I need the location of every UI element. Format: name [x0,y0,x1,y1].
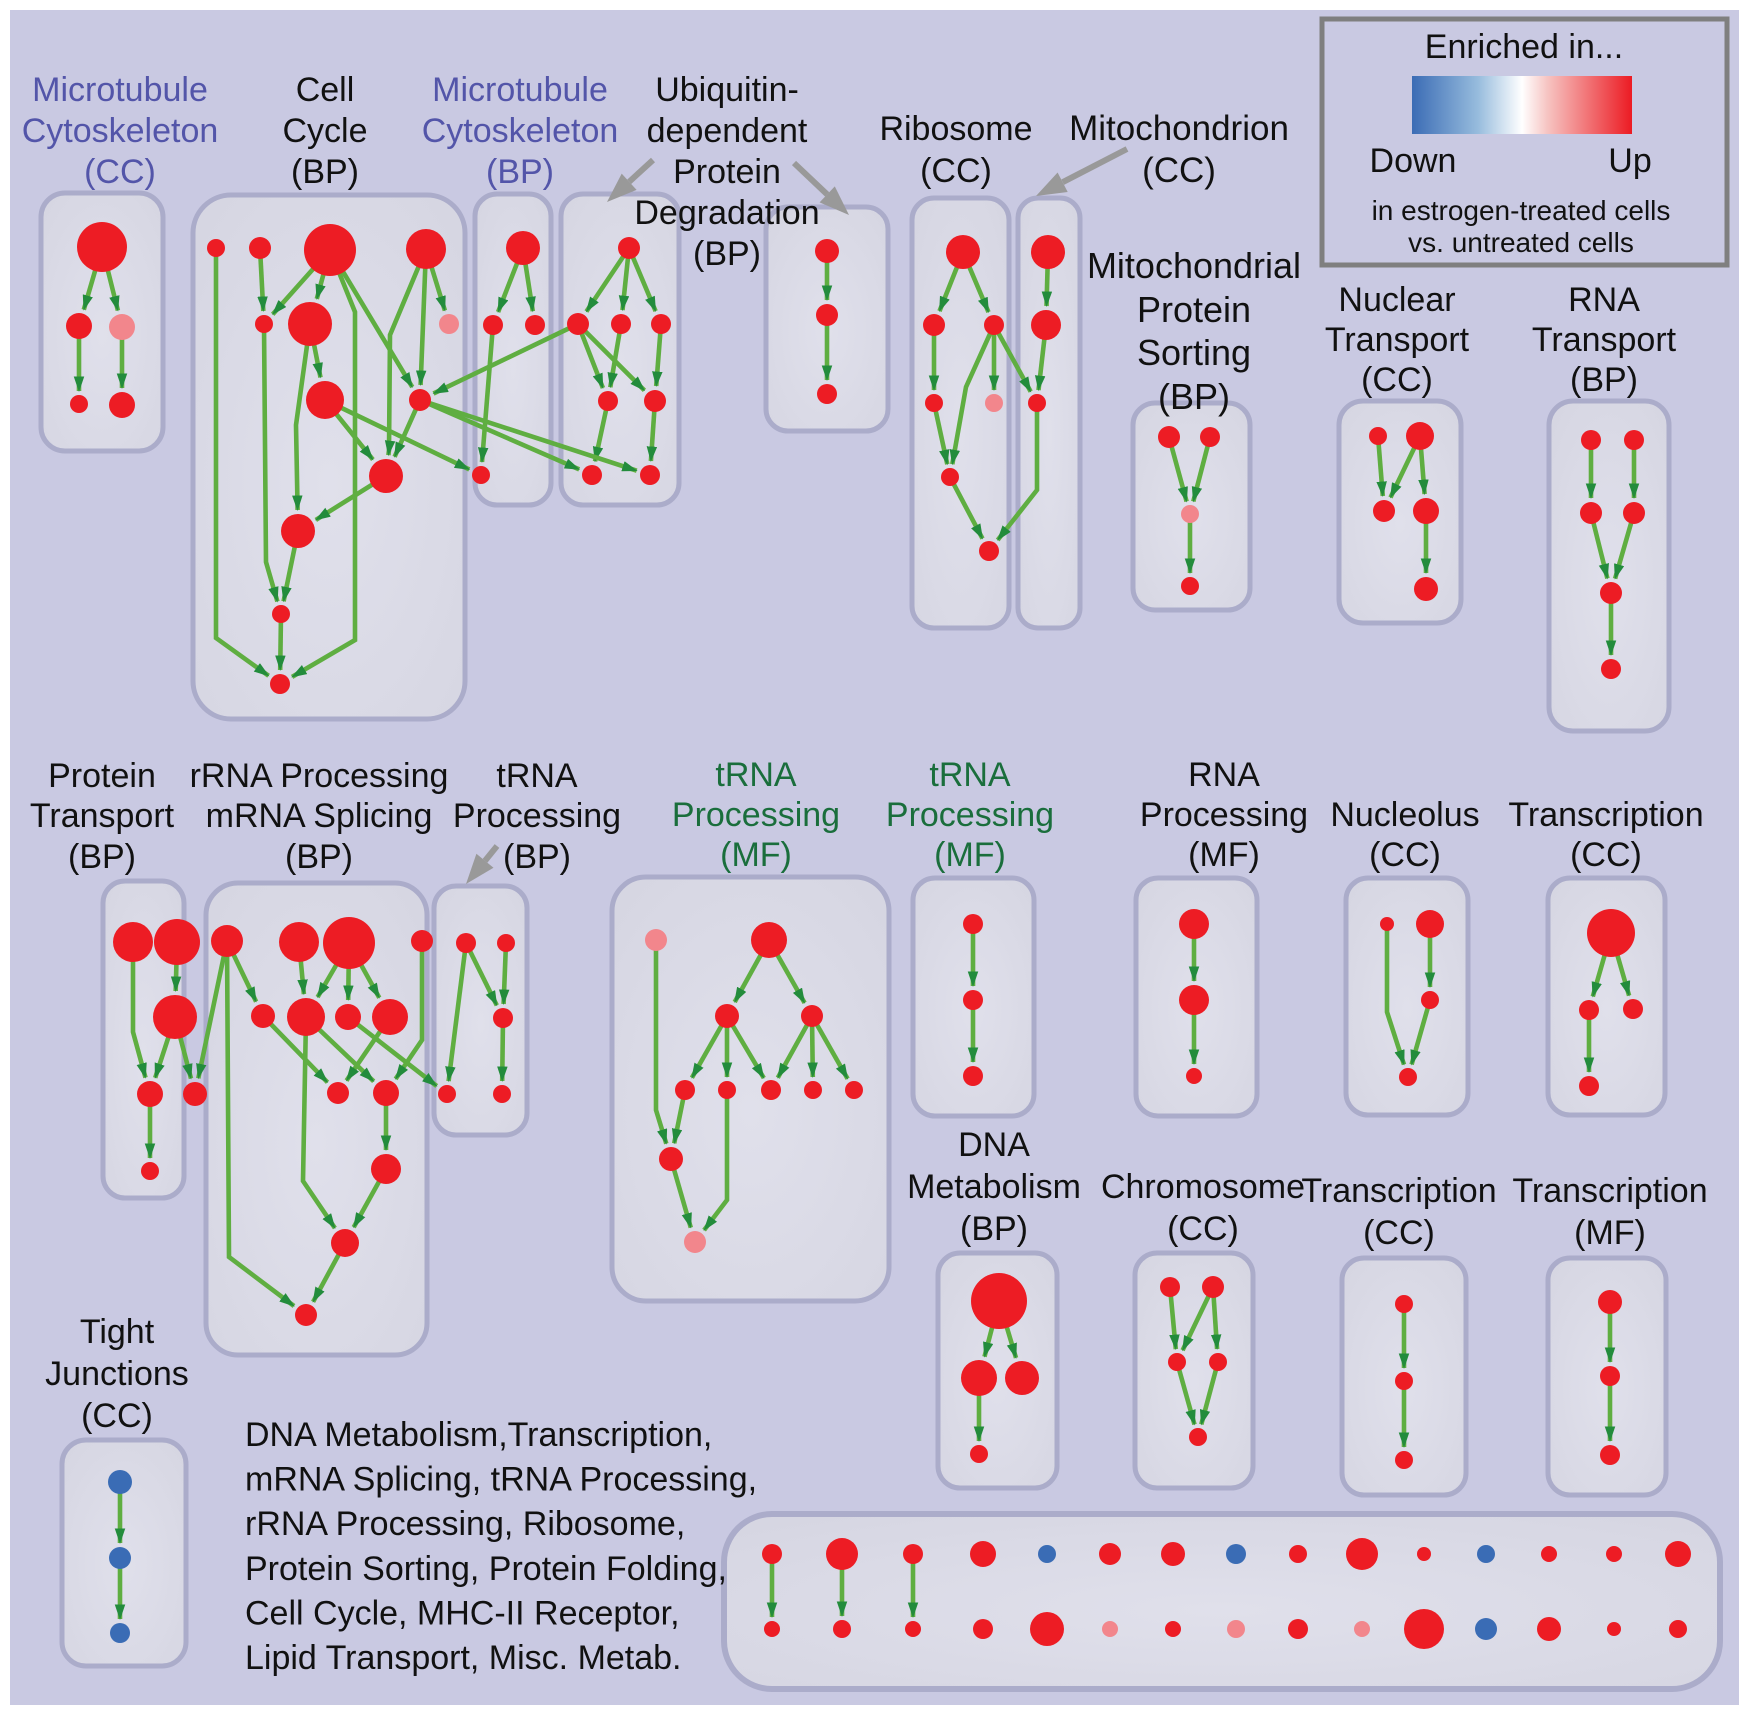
svg-text:Cytoskeleton: Cytoskeleton [422,112,619,150]
svg-text:tRNA: tRNA [715,756,797,794]
svg-text:Transcription: Transcription [1301,1172,1496,1210]
svg-text:Transport: Transport [30,797,175,835]
svg-text:Microtubule: Microtubule [32,71,208,109]
svg-text:Protein Sorting, Protein Foldi: Protein Sorting, Protein Folding, [245,1550,727,1588]
svg-text:Ribosome: Ribosome [879,110,1032,148]
svg-text:(CC): (CC) [1167,1210,1239,1248]
svg-text:Processing: Processing [672,796,840,834]
svg-text:Protein: Protein [48,757,156,795]
svg-text:(MF): (MF) [720,836,792,874]
svg-text:DNA: DNA [958,1126,1030,1164]
svg-text:(MF): (MF) [1574,1214,1646,1252]
svg-text:Transcription: Transcription [1508,796,1703,834]
svg-text:Tight: Tight [80,1313,155,1351]
svg-text:Chromosome: Chromosome [1101,1168,1305,1206]
svg-text:Nucleolus: Nucleolus [1330,796,1479,834]
svg-text:in estrogen-treated cells: in estrogen-treated cells [1372,195,1671,226]
svg-text:Lipid Transport, Misc. Metab.: Lipid Transport, Misc. Metab. [245,1639,682,1677]
svg-text:Transport: Transport [1325,321,1470,359]
svg-text:tRNA: tRNA [929,756,1011,794]
svg-text:rRNA Processing, Ribosome,: rRNA Processing, Ribosome, [245,1505,685,1543]
svg-text:Metabolism: Metabolism [907,1168,1081,1206]
svg-text:(CC): (CC) [920,152,992,190]
svg-text:Mitochondrion: Mitochondrion [1069,109,1289,148]
svg-text:Sorting: Sorting [1137,332,1251,373]
svg-text:Down: Down [1370,142,1457,180]
svg-text:Microtubule: Microtubule [432,71,608,109]
svg-text:Transcription: Transcription [1512,1172,1707,1210]
svg-text:mRNA Splicing, tRNA Processing: mRNA Splicing, tRNA Processing, [245,1461,757,1499]
svg-text:dependent: dependent [647,112,808,150]
svg-text:DNA Metabolism,Transcription,: DNA Metabolism,Transcription, [245,1416,712,1454]
svg-text:(CC): (CC) [1361,361,1433,399]
svg-text:(BP): (BP) [693,235,761,273]
svg-text:(BP): (BP) [1158,376,1230,417]
svg-text:Processing: Processing [886,796,1054,834]
svg-text:(MF): (MF) [934,836,1006,874]
svg-text:(CC): (CC) [1363,1214,1435,1252]
svg-text:vs. untreated cells: vs. untreated cells [1408,227,1634,258]
svg-text:(BP): (BP) [285,838,353,876]
svg-text:Processing: Processing [1140,796,1308,834]
svg-text:(CC): (CC) [1570,836,1642,874]
svg-text:Up: Up [1608,142,1651,180]
svg-text:Degradation: Degradation [634,194,819,232]
svg-text:(MF): (MF) [1188,836,1260,874]
svg-text:(CC): (CC) [81,1397,153,1435]
svg-text:Cell: Cell [296,71,355,109]
svg-text:Processing: Processing [453,797,621,835]
svg-text:Cell Cycle, MHC-II Receptor,: Cell Cycle, MHC-II Receptor, [245,1594,680,1632]
svg-text:Protein: Protein [673,153,781,191]
svg-text:(BP): (BP) [486,153,554,191]
svg-text:mRNA Splicing: mRNA Splicing [206,797,433,835]
svg-text:(CC): (CC) [1369,836,1441,874]
svg-text:(CC): (CC) [84,153,156,191]
svg-text:RNA: RNA [1568,281,1640,319]
svg-text:Transport: Transport [1532,321,1677,359]
svg-text:Junctions: Junctions [45,1355,189,1393]
svg-text:Protein: Protein [1137,289,1251,330]
svg-text:(CC): (CC) [1142,151,1216,190]
svg-text:(BP): (BP) [291,153,359,191]
svg-text:Cytoskeleton: Cytoskeleton [22,112,219,150]
svg-text:(BP): (BP) [1570,361,1638,399]
svg-text:(BP): (BP) [960,1210,1028,1248]
svg-text:RNA: RNA [1188,756,1260,794]
svg-text:Cycle: Cycle [282,112,367,150]
svg-text:Mitochondrial: Mitochondrial [1087,245,1301,286]
svg-text:(BP): (BP) [503,838,571,876]
svg-text:Ubiquitin-: Ubiquitin- [655,71,799,109]
svg-text:Enriched in...: Enriched in... [1425,28,1623,66]
svg-text:(BP): (BP) [68,838,136,876]
svg-text:Nuclear: Nuclear [1338,281,1455,319]
svg-text:tRNA: tRNA [496,757,578,795]
svg-text:rRNA Processing: rRNA Processing [190,757,449,795]
